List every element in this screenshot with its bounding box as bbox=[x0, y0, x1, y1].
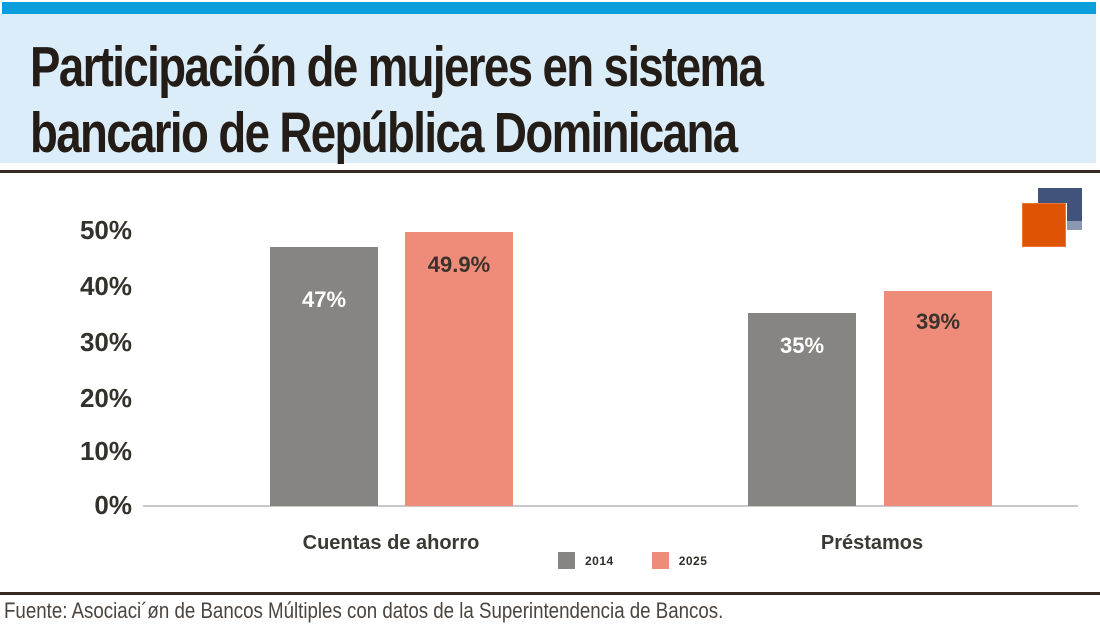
x-axis-baseline bbox=[143, 505, 1078, 507]
bar-value-label: 35% bbox=[779, 333, 825, 358]
bar-value-label: 39% bbox=[915, 309, 961, 334]
source-note: Fuente: Asociaci´øn de Bancos Múltiples … bbox=[4, 598, 724, 623]
y-tick-50: 50% bbox=[79, 215, 132, 245]
bar-2014-préstamos: 35% bbox=[748, 313, 856, 506]
logo-corner-tip-icon bbox=[1067, 221, 1082, 230]
page-title-line-1: Participación de mujeres en sistema bbox=[30, 35, 764, 99]
footer-divider bbox=[0, 592, 1100, 595]
chart-legend: 2014 2025 bbox=[558, 552, 735, 569]
bar-2025-cuentas-de-ahorro: 49.9% bbox=[405, 232, 513, 506]
legend-swatch-2025 bbox=[651, 552, 669, 569]
y-tick-10: 10% bbox=[79, 436, 132, 466]
header-band: Participación de mujeres en sistema banc… bbox=[0, 14, 1096, 165]
bar-2014-cuentas-de-ahorro: 47% bbox=[270, 247, 378, 506]
bar-value-label: 47% bbox=[301, 287, 347, 312]
logo-orange-square-icon bbox=[1022, 203, 1066, 247]
legend-swatch-2014 bbox=[558, 552, 575, 569]
y-tick-40: 40% bbox=[79, 271, 132, 301]
y-tick-20: 20% bbox=[79, 383, 132, 413]
bar-2025-préstamos: 39% bbox=[884, 291, 992, 506]
header-divider bbox=[0, 170, 1100, 173]
y-tick-30: 30% bbox=[79, 327, 132, 357]
bar-value-label: 49.9% bbox=[427, 252, 491, 277]
category-label-cuentas-de-ahorro: Cuentas de ahorro bbox=[302, 532, 480, 554]
category-label-prestamos: Préstamos bbox=[820, 532, 924, 554]
legend-label-2025: 2025 bbox=[678, 553, 708, 568]
top-accent-bar bbox=[2, 2, 1096, 14]
page-title-line-2: bancario de República Dominicana bbox=[30, 101, 738, 165]
logo-corner-bracket-icon bbox=[1038, 188, 1082, 230]
y-tick-0: 0% bbox=[94, 490, 132, 520]
legend-label-2014: 2014 bbox=[585, 553, 614, 568]
